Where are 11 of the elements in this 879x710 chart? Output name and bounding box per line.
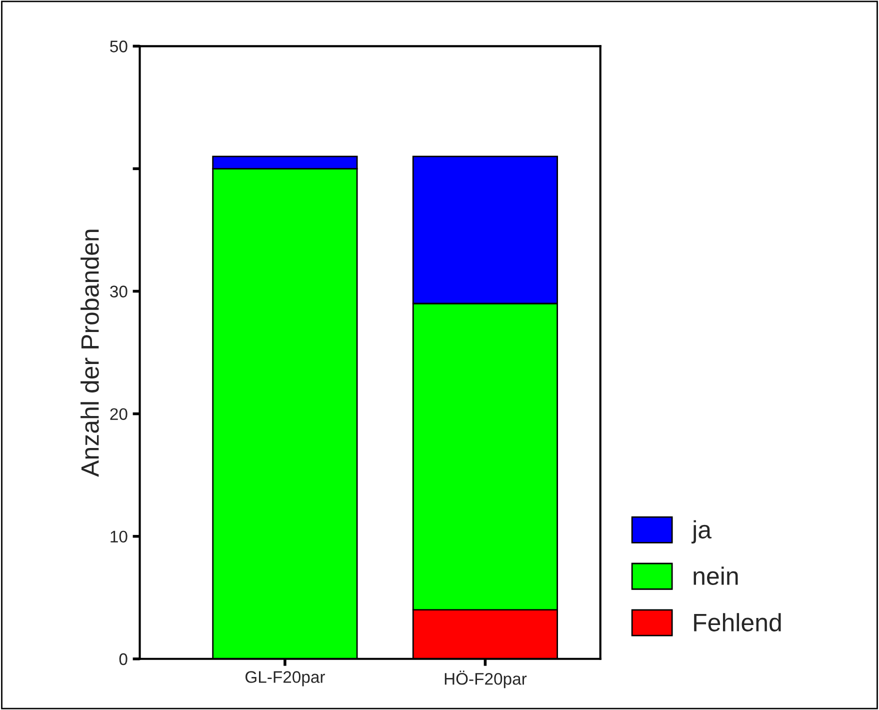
- legend-label: Fehlend: [694, 613, 781, 632]
- y-tick-label: 0: [119, 653, 128, 666]
- y-tick-label: 20: [110, 408, 128, 420]
- y-axis-title: Anzahl der Probanden: [80, 230, 99, 477]
- y-tick-label: 50: [110, 40, 128, 52]
- x-tick-label: GL-F20par: [245, 671, 325, 686]
- y-tick-label: 10: [110, 530, 128, 543]
- y-tick-label: 30: [110, 286, 128, 298]
- legend-label: nein: [694, 566, 738, 585]
- legend-label: ja: [691, 520, 712, 544]
- x-tick-label: HÖ-F20par: [444, 670, 527, 688]
